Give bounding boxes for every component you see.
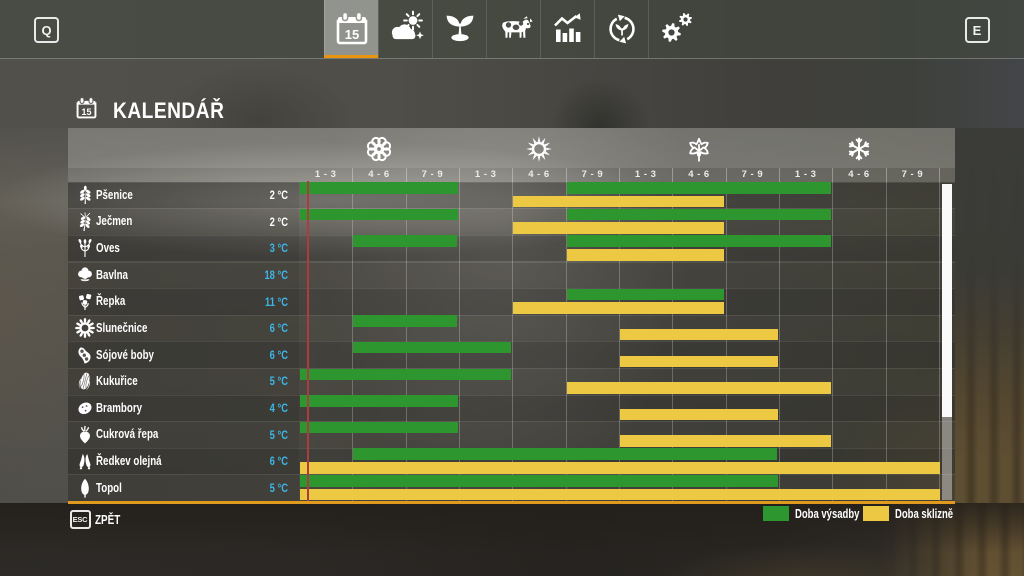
svg-text:15: 15 bbox=[82, 107, 92, 117]
svg-text:15: 15 bbox=[344, 27, 358, 42]
